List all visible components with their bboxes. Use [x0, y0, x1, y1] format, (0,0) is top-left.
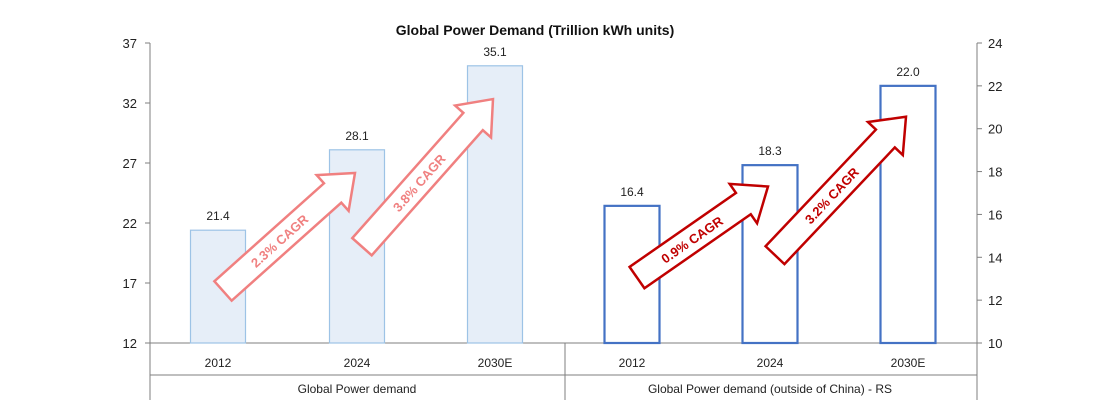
category-label: 2024 [344, 356, 371, 370]
right-tick-label: 18 [988, 165, 1002, 180]
category-label: 2030E [891, 356, 926, 370]
left-tick-label: 37 [123, 36, 137, 51]
right-tick-label: 12 [988, 293, 1002, 308]
cagr-label: 2.3% CAGR [248, 211, 312, 270]
data-label: 18.3 [758, 144, 782, 158]
left-tick-label: 27 [123, 156, 137, 171]
group-label: Global Power demand (outside of China) -… [648, 382, 892, 396]
chart-title: Global Power Demand (Trillion kWh units) [396, 22, 674, 38]
group-label: Global Power demand [298, 382, 417, 396]
cagr-arrow-shape [627, 182, 770, 290]
right-tick-label: 10 [988, 336, 1002, 351]
category-label: 2012 [205, 356, 232, 370]
cagr-arrow-shape [350, 97, 495, 258]
cagr-label: 3.8% CAGR [390, 151, 449, 215]
right-tick-label: 22 [988, 79, 1002, 94]
category-label: 2024 [757, 356, 784, 370]
cagr-label: 3.2% CAGR [802, 164, 862, 227]
right-tick-label: 14 [988, 250, 1002, 265]
labels: 12 17 22 27 32 37 10 12 14 16 18 20 22 24 21.4 2012 28.1… [123, 36, 1003, 396]
cagr-arrow-shape [212, 171, 357, 303]
data-label: 16.4 [620, 185, 644, 199]
left-tick-label: 32 [123, 96, 137, 111]
left-tick-label: 12 [123, 336, 137, 351]
right-tick-label: 20 [988, 122, 1002, 137]
left-tick-label: 17 [123, 276, 137, 291]
right-tick-label: 16 [988, 207, 1002, 222]
category-label: 2030E [478, 356, 513, 370]
left-tick-label: 22 [123, 216, 137, 231]
right-tick-label: 24 [988, 36, 1002, 51]
data-label: 21.4 [206, 209, 230, 223]
data-label: 22.0 [896, 65, 920, 79]
axes [145, 42, 982, 400]
data-label: 35.1 [483, 45, 507, 59]
data-label: 28.1 [345, 129, 369, 143]
cagr-arrow-shape [763, 115, 908, 266]
category-label: 2012 [619, 356, 646, 370]
